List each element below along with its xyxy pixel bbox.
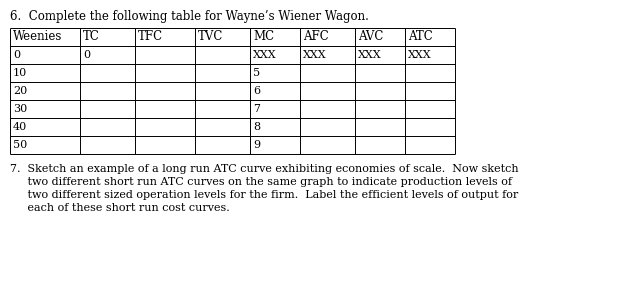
Text: 40: 40 [13, 122, 27, 132]
Text: two different short run ATC curves on the same graph to indicate production leve: two different short run ATC curves on th… [10, 177, 512, 187]
Text: AFC: AFC [303, 30, 329, 44]
Text: 6.  Complete the following table for Wayne’s Wiener Wagon.: 6. Complete the following table for Wayn… [10, 10, 369, 23]
Text: 20: 20 [13, 86, 27, 96]
Text: AVC: AVC [358, 30, 383, 44]
Text: Weenies: Weenies [13, 30, 63, 44]
Text: 7.  Sketch an example of a long run ATC curve exhibiting economies of scale.  No: 7. Sketch an example of a long run ATC c… [10, 164, 518, 174]
Text: 10: 10 [13, 68, 27, 78]
Text: XXX: XXX [253, 50, 277, 60]
Text: XXX: XXX [408, 50, 432, 60]
Text: two different sized operation levels for the firm.  Label the efficient levels o: two different sized operation levels for… [10, 190, 518, 200]
Text: TVC: TVC [198, 30, 223, 44]
Text: 50: 50 [13, 140, 27, 150]
Text: 6: 6 [253, 86, 260, 96]
Text: 5: 5 [253, 68, 260, 78]
Text: ATC: ATC [408, 30, 433, 44]
Text: 0: 0 [83, 50, 90, 60]
Text: MC: MC [253, 30, 274, 44]
Text: TFC: TFC [138, 30, 163, 44]
Text: 9: 9 [253, 140, 260, 150]
Text: XXX: XXX [358, 50, 382, 60]
Text: 8: 8 [253, 122, 260, 132]
Text: XXX: XXX [303, 50, 327, 60]
Text: TC: TC [83, 30, 100, 44]
Text: 7: 7 [253, 104, 260, 114]
Text: 30: 30 [13, 104, 27, 114]
Text: 0: 0 [13, 50, 20, 60]
Text: each of these short run cost curves.: each of these short run cost curves. [10, 203, 230, 213]
